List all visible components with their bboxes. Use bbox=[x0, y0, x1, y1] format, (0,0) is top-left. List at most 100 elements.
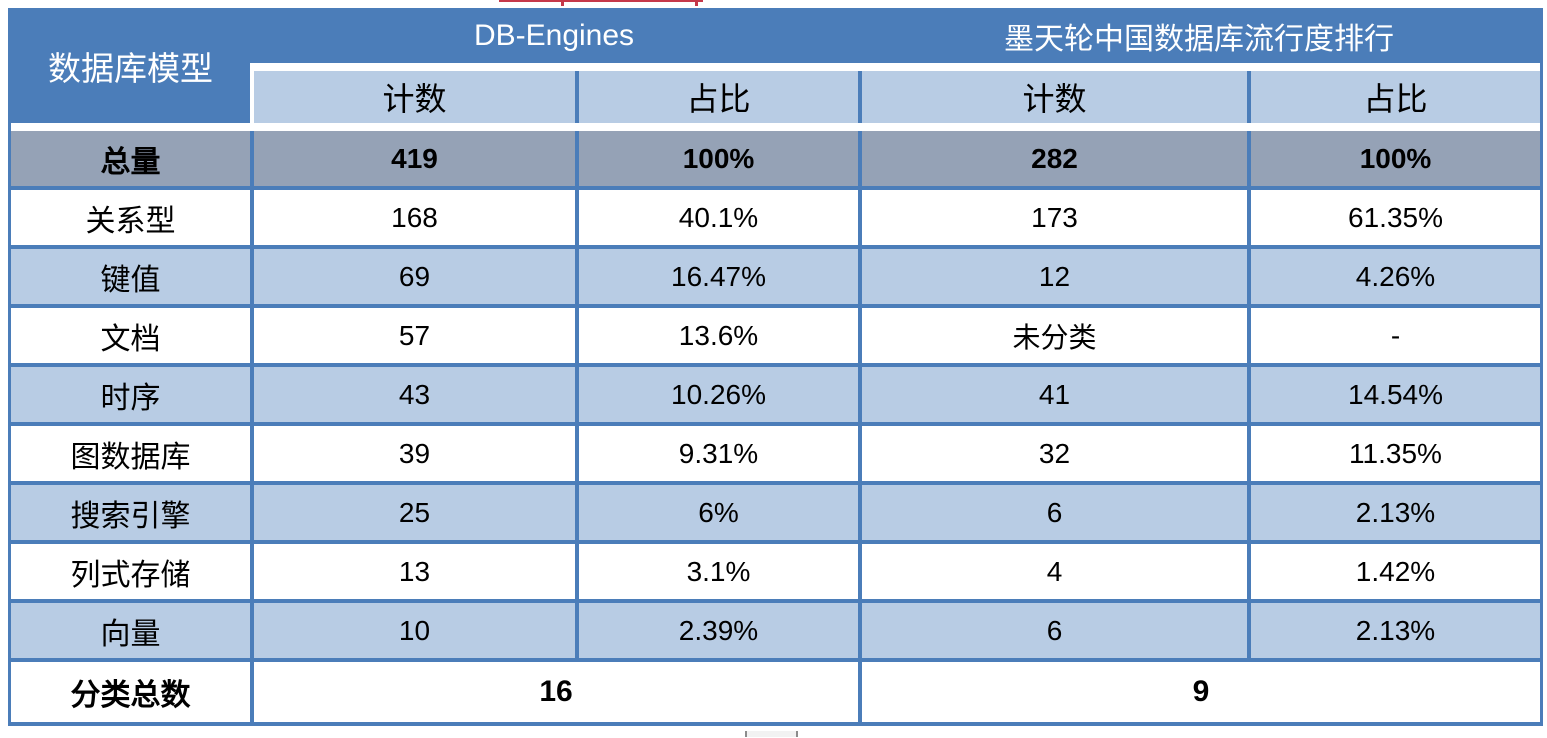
divider bbox=[858, 603, 862, 658]
divider bbox=[250, 544, 254, 599]
cell-db-count: 57 bbox=[254, 308, 575, 363]
sub-header-row: 计数 占比 计数 占比 bbox=[250, 71, 1540, 123]
cell-mo-share: 11.35% bbox=[1251, 426, 1540, 481]
divider bbox=[1247, 249, 1251, 304]
cell-db-share: 6% bbox=[579, 485, 858, 540]
sub-header-db-share: 占比 bbox=[579, 71, 858, 123]
divider bbox=[1247, 131, 1251, 186]
table-row-vector: 向量 10 2.39% 6 2.13% bbox=[11, 603, 1540, 658]
row-label: 搜索引擎 bbox=[11, 485, 250, 540]
divider bbox=[250, 426, 254, 481]
cell-mo-count: 282 bbox=[862, 131, 1247, 186]
cell-mo-share: - bbox=[1251, 308, 1540, 363]
red-annotation-line bbox=[499, 0, 703, 6]
divider bbox=[250, 71, 254, 123]
red-annotation-tick bbox=[695, 0, 698, 6]
row-label: 关系型 bbox=[11, 190, 250, 245]
table-row-time-series: 时序 43 10.26% 41 14.54% bbox=[11, 367, 1540, 422]
divider bbox=[250, 603, 254, 658]
cell-db-count: 419 bbox=[254, 131, 575, 186]
divider bbox=[575, 249, 579, 304]
cell-mo-share: 14.54% bbox=[1251, 367, 1540, 422]
divider bbox=[858, 426, 862, 481]
divider bbox=[1247, 426, 1251, 481]
header-white-gap bbox=[250, 63, 1540, 71]
divider bbox=[11, 481, 1540, 485]
cell-mo-share: 100% bbox=[1251, 131, 1540, 186]
red-annotation-tick bbox=[561, 0, 564, 6]
row-label: 向量 bbox=[11, 603, 250, 658]
cell-mo-category-total: 9 bbox=[862, 662, 1540, 722]
divider bbox=[11, 186, 1540, 190]
scrollbar-fragment[interactable] bbox=[745, 731, 798, 737]
divider bbox=[1247, 544, 1251, 599]
table-row-relational: 关系型 168 40.1% 173 61.35% bbox=[11, 190, 1540, 245]
divider bbox=[575, 367, 579, 422]
divider bbox=[1247, 308, 1251, 363]
divider bbox=[575, 308, 579, 363]
divider bbox=[575, 603, 579, 658]
cell-mo-count: 未分类 bbox=[862, 308, 1247, 363]
group-header-motianlun: 墨天轮中国数据库流行度排行 bbox=[1004, 22, 1394, 56]
divider bbox=[11, 422, 1540, 426]
table-row-columnar: 列式存储 13 3.1% 4 1.42% bbox=[11, 544, 1540, 599]
row-label: 文档 bbox=[11, 308, 250, 363]
table-row-document: 文档 57 13.6% 未分类 - bbox=[11, 308, 1540, 363]
divider bbox=[575, 485, 579, 540]
corner-header-database-model: 数据库模型 bbox=[11, 8, 250, 123]
database-model-comparison-table: 数据库模型 DB-Engines 墨天轮中国数据库流行度排行 计数 占比 计数 … bbox=[8, 8, 1543, 726]
header-body-gap bbox=[11, 123, 1540, 131]
divider bbox=[575, 131, 579, 186]
cell-db-count: 43 bbox=[254, 367, 575, 422]
sub-header-db-count: 计数 bbox=[254, 71, 575, 123]
cell-mo-count: 4 bbox=[862, 544, 1247, 599]
cell-mo-count: 6 bbox=[862, 485, 1247, 540]
cell-mo-count: 32 bbox=[862, 426, 1247, 481]
divider bbox=[575, 426, 579, 481]
sub-header-mo-count: 计数 bbox=[862, 71, 1247, 123]
cell-db-share: 2.39% bbox=[579, 603, 858, 658]
cell-db-count: 13 bbox=[254, 544, 575, 599]
divider bbox=[858, 71, 862, 123]
header-right-block: DB-Engines 墨天轮中国数据库流行度排行 计数 占比 计数 占比 bbox=[250, 8, 1540, 123]
cell-db-share: 3.1% bbox=[579, 544, 858, 599]
divider bbox=[250, 249, 254, 304]
divider bbox=[575, 544, 579, 599]
divider bbox=[1247, 367, 1251, 422]
divider bbox=[858, 249, 862, 304]
divider bbox=[858, 544, 862, 599]
table-row-total: 总量 419 100% 282 100% bbox=[11, 131, 1540, 186]
divider bbox=[250, 662, 254, 722]
row-label: 图数据库 bbox=[11, 426, 250, 481]
divider bbox=[858, 367, 862, 422]
cell-db-share: 13.6% bbox=[579, 308, 858, 363]
cell-db-category-total: 16 bbox=[254, 662, 858, 722]
cell-mo-share: 61.35% bbox=[1251, 190, 1540, 245]
divider bbox=[11, 245, 1540, 249]
row-label: 时序 bbox=[11, 367, 250, 422]
divider bbox=[1247, 485, 1251, 540]
cell-db-share: 16.47% bbox=[579, 249, 858, 304]
divider bbox=[858, 485, 862, 540]
row-label: 总量 bbox=[11, 131, 250, 186]
divider bbox=[1247, 71, 1251, 123]
cell-mo-count: 173 bbox=[862, 190, 1247, 245]
cell-db-count: 168 bbox=[254, 190, 575, 245]
table-header: 数据库模型 DB-Engines 墨天轮中国数据库流行度排行 计数 占比 计数 … bbox=[11, 8, 1540, 123]
divider bbox=[11, 304, 1540, 308]
group-header-band: DB-Engines 墨天轮中国数据库流行度排行 bbox=[250, 8, 1540, 63]
divider bbox=[858, 190, 862, 245]
divider bbox=[858, 308, 862, 363]
divider bbox=[11, 363, 1540, 367]
divider bbox=[858, 131, 862, 186]
table-row-key-value: 键值 69 16.47% 12 4.26% bbox=[11, 249, 1540, 304]
divider bbox=[1247, 190, 1251, 245]
cell-mo-share: 1.42% bbox=[1251, 544, 1540, 599]
cell-mo-share: 2.13% bbox=[1251, 603, 1540, 658]
divider bbox=[250, 308, 254, 363]
cell-db-count: 69 bbox=[254, 249, 575, 304]
cell-mo-share: 4.26% bbox=[1251, 249, 1540, 304]
cell-db-share: 100% bbox=[579, 131, 858, 186]
cell-mo-count: 41 bbox=[862, 367, 1247, 422]
sub-header-mo-share: 占比 bbox=[1251, 71, 1540, 123]
